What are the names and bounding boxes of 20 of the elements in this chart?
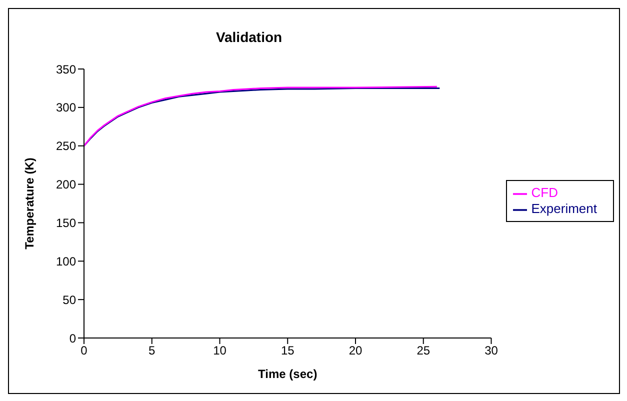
x-tick-label: 20 (348, 344, 362, 358)
chart-title: Validation (214, 29, 284, 45)
y-tick-label: 200 (56, 178, 76, 192)
x-tick-label: 15 (280, 344, 295, 358)
y-axis-title: Temperature (K) (22, 158, 36, 250)
x-tick-label: 0 (80, 344, 88, 358)
y-tick-label: 300 (56, 100, 76, 115)
y-tick-label: 100 (56, 254, 76, 268)
x-tick-label: 5 (148, 344, 156, 358)
legend-label: CFD (531, 185, 558, 200)
x-tick-label: 10 (213, 344, 227, 358)
y-tick-label: 150 (56, 216, 76, 230)
y-tick-label: 50 (62, 292, 76, 307)
y-tick-label: 250 (56, 139, 76, 154)
x-tick-label: 25 (416, 344, 430, 358)
y-tick-label: 0 (69, 331, 76, 346)
legend-label: Experiment (531, 201, 597, 216)
x-tick-label: 30 (484, 344, 498, 358)
y-tick-label: 350 (56, 62, 76, 76)
x-axis-title: Time (sec) (258, 367, 318, 381)
